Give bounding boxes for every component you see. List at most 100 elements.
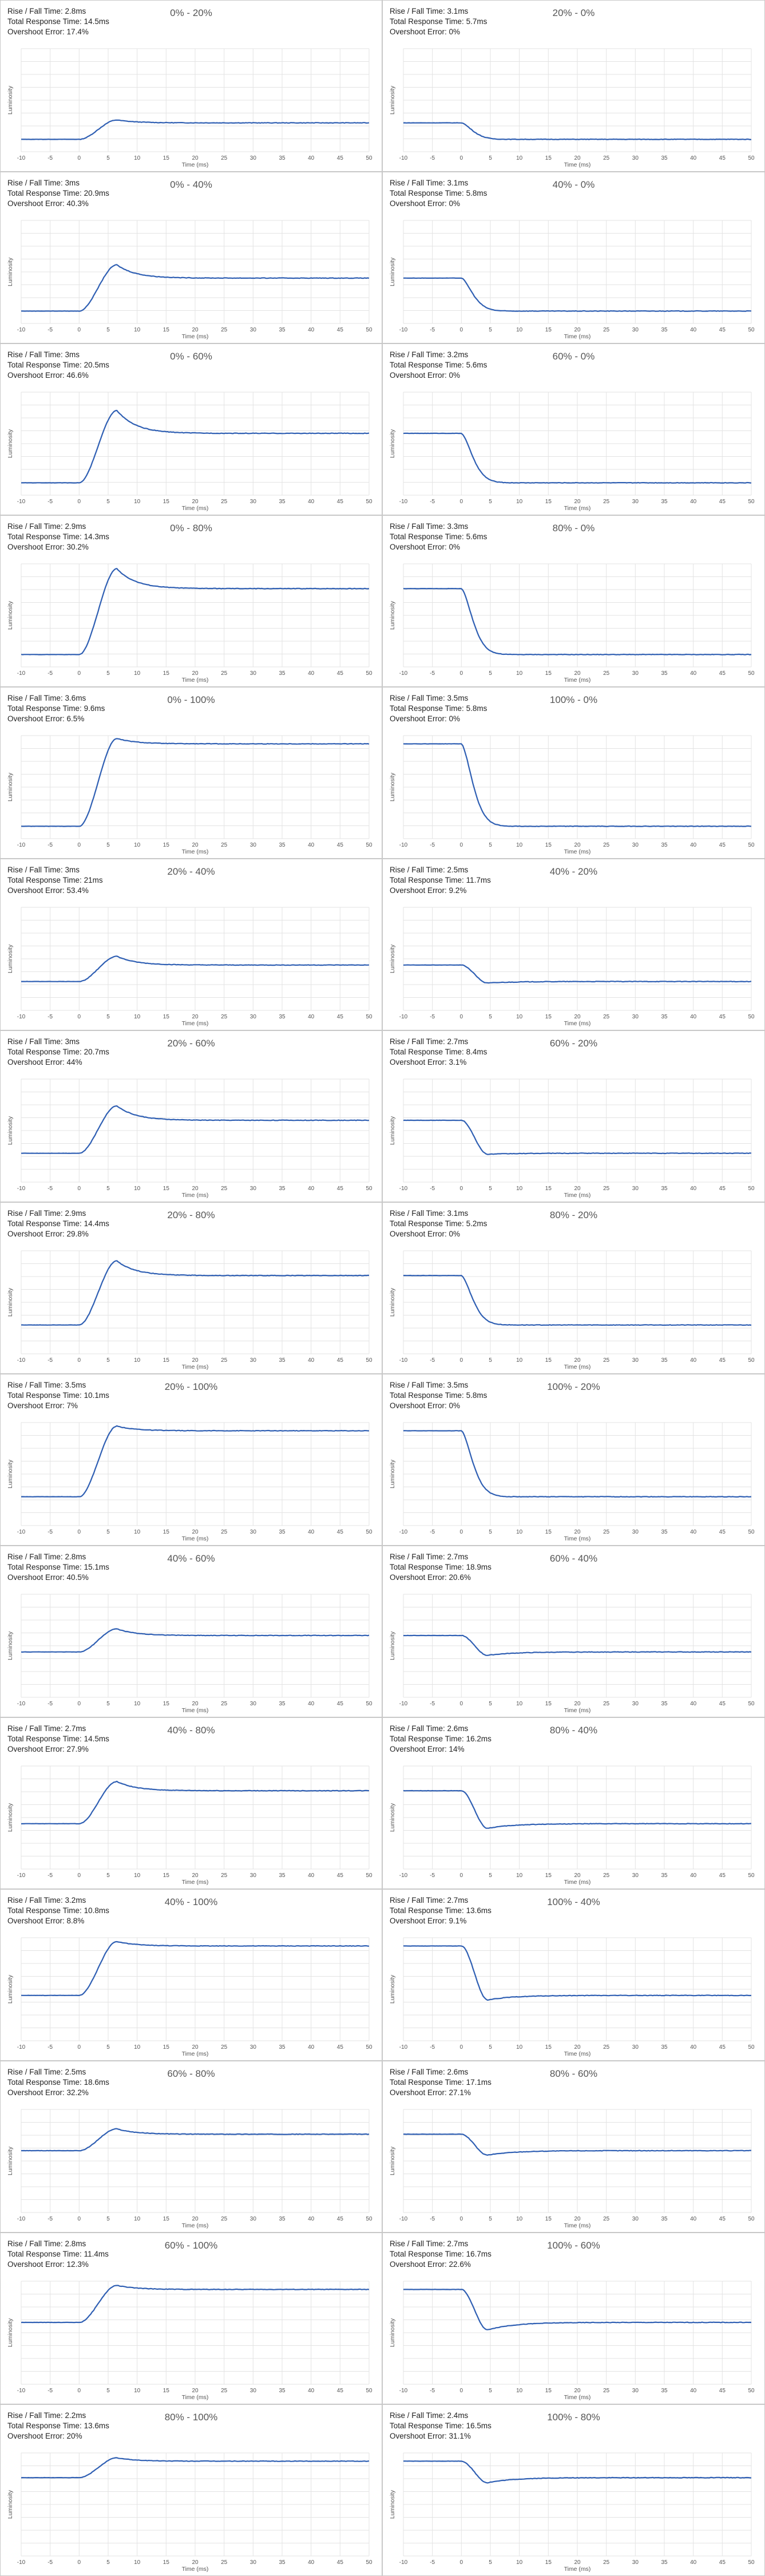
rise-fall-time-value: 2.5ms	[65, 2068, 86, 2076]
x-tick-label: 10	[134, 1529, 141, 1535]
x-tick-label: 15	[163, 155, 170, 161]
x-tick-label: -10	[17, 2216, 26, 2222]
x-axis-label: Time (ms)	[564, 1535, 591, 1542]
x-tick-label: 5	[106, 842, 110, 848]
overshoot-error-label: Overshoot Error:	[390, 1230, 447, 1238]
x-tick-label: 50	[748, 1529, 755, 1535]
response-chart: -10 -5 0 5 10 15 20 25 30 35 40 45 50 Time (ms) Lumino…	[389, 2281, 755, 2401]
total-response-time-value: 5.8ms	[466, 1391, 487, 1400]
total-response-time-label: Total Response Time:	[7, 704, 82, 713]
rise-fall-time-label: Rise / Fall Time:	[7, 1896, 63, 1905]
rise-fall-time-label: Rise / Fall Time:	[7, 179, 63, 187]
x-tick-label: 30	[632, 670, 639, 677]
response-panel: -10 -5 0 5 10 15 20 25 30 35 40 45 50 Time (ms) Lumino…	[382, 1030, 765, 1202]
response-panel: -10 -5 0 5 10 15 20 25 30 35 40 45 50 Time (ms) Lumino…	[0, 1374, 382, 1546]
x-tick-label: 0	[460, 327, 463, 333]
rise-fall-time-row: Rise / Fall Time: 2.8ms	[7, 1552, 109, 1562]
x-tick-label: 10	[134, 327, 141, 333]
rise-fall-time-value: 3.5ms	[65, 1381, 86, 1389]
x-tick-label: 10	[516, 2044, 523, 2050]
rise-fall-time-value: 2.9ms	[65, 1209, 86, 1218]
total-response-time-row: Total Response Time: 18.9ms	[390, 1562, 491, 1573]
x-tick-label: 45	[337, 327, 344, 333]
chart-title: 100% - 0%	[549, 694, 598, 705]
luminosity-series-line	[21, 1941, 370, 1997]
response-stats: Rise / Fall Time: 2.8ms Total Response Ti…	[7, 2239, 109, 2270]
x-tick-label: 0	[78, 1186, 81, 1192]
overshoot-error-value: 3.1%	[449, 1058, 467, 1066]
x-tick-label: 5	[106, 327, 110, 333]
response-panel: -10 -5 0 5 10 15 20 25 30 35 40 45 50 Time (ms) Lumino…	[0, 1889, 382, 2061]
x-tick-label: 50	[748, 1701, 755, 1707]
x-tick-label: 25	[603, 2044, 610, 2050]
total-response-time-row: Total Response Time: 5.8ms	[390, 1390, 487, 1401]
x-tick-label: 25	[221, 670, 228, 677]
rise-fall-time-row: Rise / Fall Time: 3.1ms	[390, 6, 487, 17]
x-tick-label: 40	[690, 1529, 697, 1535]
chart-title: 0% - 20%	[170, 7, 212, 18]
overshoot-error-label: Overshoot Error:	[390, 543, 447, 551]
rise-fall-time-row: Rise / Fall Time: 3.1ms	[390, 178, 487, 188]
total-response-time-value: 5.8ms	[466, 704, 487, 713]
x-tick-label: 45	[719, 842, 726, 848]
x-tick-label: 30	[250, 1357, 257, 1364]
overshoot-error-row: Overshoot Error: 27.9%	[7, 1744, 109, 1755]
response-stats: Rise / Fall Time: 2.4ms Total Response Ti…	[390, 2411, 491, 2441]
y-axis-label: Luminosity	[389, 1116, 396, 1145]
rise-fall-time-row: Rise / Fall Time: 2.5ms	[390, 865, 491, 875]
x-tick-label: -5	[430, 1529, 435, 1535]
total-response-time-label: Total Response Time:	[390, 17, 464, 26]
rise-fall-time-row: Rise / Fall Time: 2.5ms	[7, 2067, 109, 2077]
x-tick-label: 0	[460, 1186, 463, 1192]
chart-title: 60% - 40%	[549, 1553, 598, 1564]
total-response-time-row: Total Response Time: 14.3ms	[7, 532, 109, 542]
x-tick-label: 40	[690, 327, 697, 333]
luminosity-series-line	[403, 1945, 752, 2001]
x-tick-label: -5	[430, 2388, 435, 2394]
gridlines	[403, 735, 752, 839]
response-chart: -10 -5 0 5 10 15 20 25 30 35 40 45 50 Time (ms) Lumino…	[389, 2109, 755, 2229]
x-tick-label: -5	[430, 2044, 435, 2050]
response-stats: Rise / Fall Time: 3.2ms Total Response Ti…	[7, 1895, 109, 1926]
x-tick-label: 45	[719, 1357, 726, 1364]
x-tick-label: 35	[661, 1872, 668, 1879]
rise-fall-time-value: 3ms	[65, 350, 80, 359]
x-tick-label: -10	[399, 2216, 408, 2222]
x-tick-label: 40	[690, 842, 697, 848]
overshoot-error-value: 14%	[449, 1745, 465, 1753]
response-panel: -10 -5 0 5 10 15 20 25 30 35 40 45 50 Time (ms) Lumino…	[382, 1202, 765, 1374]
x-tick-label: -10	[17, 499, 26, 505]
x-tick-label: 5	[106, 2044, 110, 2050]
gridlines	[403, 1937, 752, 2041]
x-tick-label: -5	[430, 1357, 435, 1364]
total-response-time-row: Total Response Time: 14.4ms	[7, 1219, 109, 1229]
x-tick-label: 35	[661, 499, 668, 505]
x-tick-label: 50	[748, 2559, 755, 2566]
chart-title: 20% - 0%	[552, 7, 595, 18]
gridlines	[21, 735, 370, 839]
overshoot-error-value: 17.4%	[66, 27, 89, 36]
response-stats: Rise / Fall Time: 2.2ms Total Response Ti…	[7, 2411, 109, 2441]
y-axis-label: Luminosity	[7, 1631, 14, 1660]
rise-fall-time-row: Rise / Fall Time: 3.2ms	[390, 350, 487, 360]
response-chart: -10 -5 0 5 10 15 20 25 30 35 40 45 50 Time (ms) Lumino…	[7, 392, 372, 512]
total-response-time-row: Total Response Time: 5.8ms	[390, 188, 487, 199]
rise-fall-time-label: Rise / Fall Time:	[390, 2411, 445, 2420]
overshoot-error-value: 20.6%	[449, 1573, 471, 1582]
total-response-time-label: Total Response Time:	[7, 1219, 82, 1228]
gridlines	[21, 48, 370, 152]
total-response-time-label: Total Response Time:	[7, 189, 82, 197]
x-tick-label: 10	[516, 327, 523, 333]
overshoot-error-label: Overshoot Error:	[390, 2432, 447, 2440]
overshoot-error-row: Overshoot Error: 40.3%	[7, 199, 109, 209]
total-response-time-row: Total Response Time: 13.6ms	[7, 2421, 109, 2431]
x-tick-label: 5	[106, 2388, 110, 2394]
x-tick-label: 50	[748, 155, 755, 161]
luminosity-series-line	[403, 2460, 752, 2484]
rise-fall-time-row: Rise / Fall Time: 2.7ms	[390, 2239, 491, 2249]
y-axis-label: Luminosity	[7, 1459, 14, 1488]
total-response-time-value: 11.4ms	[84, 2250, 109, 2258]
response-panel: -10 -5 0 5 10 15 20 25 30 35 40 45 50 Time (ms) Lumino…	[382, 1889, 765, 2061]
x-axis-label: Time (ms)	[182, 1707, 209, 1714]
x-tick-label: 0	[78, 499, 81, 505]
